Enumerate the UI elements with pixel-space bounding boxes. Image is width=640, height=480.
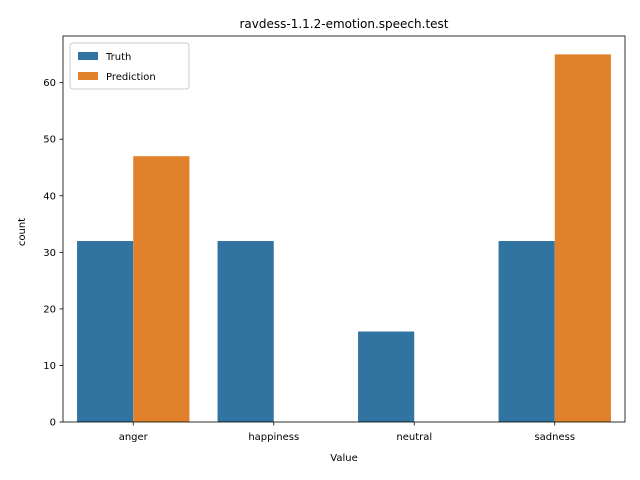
legend-label-truth: Truth bbox=[105, 52, 131, 63]
x-tick-label: neutral bbox=[396, 432, 432, 443]
bar-truth-sadness bbox=[498, 241, 555, 422]
y-tick-label: 40 bbox=[43, 191, 56, 202]
axes-frame bbox=[62, 35, 626, 423]
legend: Truth Prediction bbox=[69, 42, 190, 90]
y-tick-label: 10 bbox=[43, 361, 56, 372]
chart-title: ravdess-1.1.2-emotion.speech.test bbox=[240, 17, 449, 31]
bar-truth-happiness bbox=[217, 241, 274, 422]
y-tick-label: 50 bbox=[43, 135, 56, 146]
y-tick-label: 0 bbox=[50, 418, 56, 429]
x-tick-label: sadness bbox=[534, 432, 575, 443]
bar-truth-anger bbox=[77, 241, 134, 422]
y-tick-label: 60 bbox=[43, 78, 56, 89]
bar-truth-neutral bbox=[358, 331, 415, 422]
legend-label-prediction: Prediction bbox=[106, 72, 156, 83]
legend-box bbox=[69, 42, 190, 90]
legend-swatch-prediction bbox=[78, 72, 98, 80]
y-tick-label: 30 bbox=[43, 248, 56, 259]
y-axis-label: count bbox=[17, 218, 28, 246]
bar-prediction-sadness bbox=[554, 54, 611, 422]
x-tick-label: anger bbox=[119, 432, 149, 443]
y-tick-label: 20 bbox=[43, 304, 56, 315]
bar-prediction-anger bbox=[133, 156, 190, 422]
plot-area: anger happiness neutral sadness 0 10 20 30 40 50 6… bbox=[43, 35, 626, 443]
x-tick-label: happiness bbox=[248, 432, 299, 443]
x-axis-label: Value bbox=[330, 453, 357, 464]
legend-swatch-truth bbox=[78, 52, 98, 60]
